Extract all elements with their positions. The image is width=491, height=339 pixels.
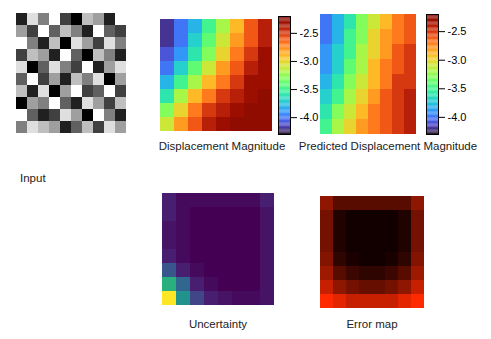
svg-text:-3.0: -3.0 [300,55,319,67]
svg-text:-4.0: -4.0 [448,111,467,123]
svg-text:-2.5: -2.5 [300,27,319,39]
svg-text:-3.5: -3.5 [300,83,319,95]
html-text:Error map: Error map [346,318,398,330]
html-text:Displacement Magnitude: Displacement Magnitude [158,140,286,152]
svg-text:-3.0: -3.0 [448,54,467,66]
svg-text:-2.5: -2.5 [448,25,467,37]
html-text:Input: Input [20,172,46,184]
html-text:Predicted Displacement Magnitu: Predicted Displacement Magnitude [298,140,478,152]
svg-text:-4.0: -4.0 [300,111,319,123]
html-text:Uncertainty: Uncertainty [188,318,248,330]
svg-text:-3.5: -3.5 [448,82,467,94]
